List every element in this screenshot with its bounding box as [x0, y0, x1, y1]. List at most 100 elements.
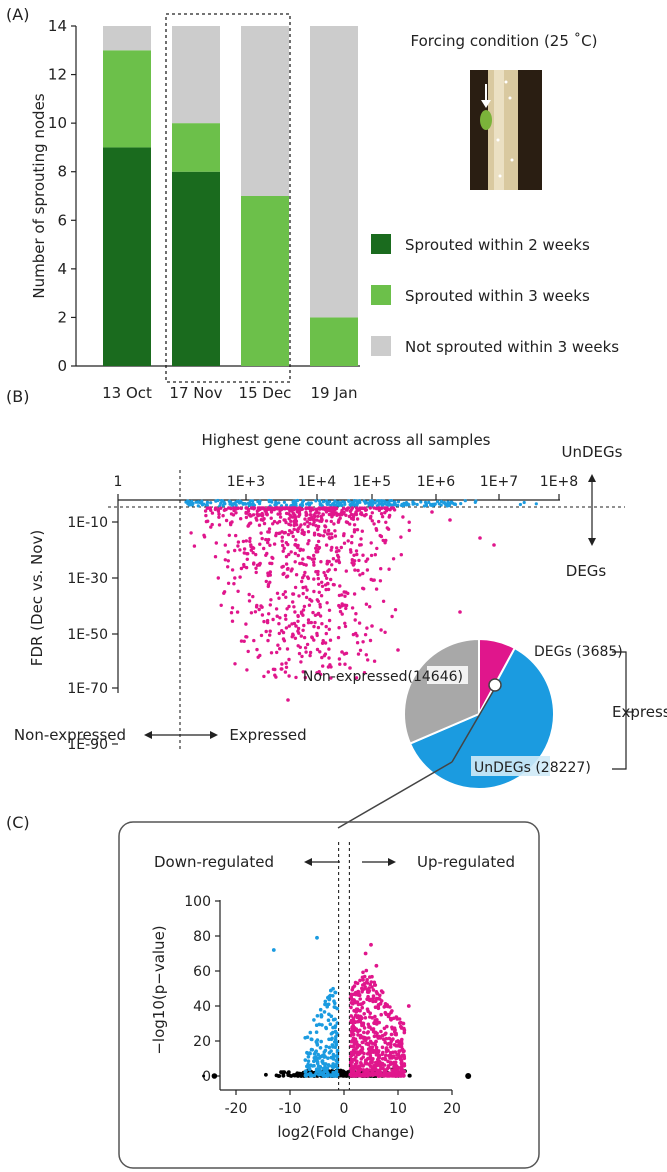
deg-point	[352, 562, 356, 566]
deg-point	[296, 619, 300, 623]
y-tick-label: 8	[57, 163, 67, 181]
deg-point	[229, 611, 234, 615]
up-point	[351, 998, 356, 1002]
up-point	[375, 1031, 379, 1036]
deg-point	[314, 546, 318, 550]
deg-point	[278, 647, 282, 651]
up-point	[402, 1030, 407, 1035]
deg-point	[315, 507, 319, 512]
undeg-point	[234, 503, 238, 507]
down-point	[331, 1062, 336, 1066]
ns-point	[202, 1074, 206, 1078]
up-point	[369, 980, 374, 984]
deg-point	[458, 610, 462, 614]
down-point	[314, 1030, 319, 1034]
down-point	[324, 1044, 329, 1049]
undeg-point	[392, 500, 396, 504]
deg-point	[255, 518, 259, 522]
deg-point	[244, 510, 248, 515]
deg-point	[305, 588, 309, 592]
down-point	[329, 1014, 334, 1018]
deg-point	[352, 553, 356, 557]
undeg-point	[205, 503, 209, 507]
deg-point	[396, 648, 400, 652]
deg-point	[368, 638, 373, 643]
down-point	[315, 1061, 320, 1066]
deg-point	[308, 522, 312, 526]
down-point	[309, 1063, 313, 1067]
deg-point	[278, 616, 282, 620]
deg-point	[247, 599, 252, 603]
deg-point	[246, 552, 250, 556]
deg-point	[291, 633, 295, 637]
up-point	[378, 1036, 383, 1040]
up-point	[370, 985, 374, 989]
ns-point	[211, 1073, 218, 1079]
deg-point	[384, 538, 388, 543]
up-point	[383, 1002, 388, 1006]
deg-point	[312, 589, 316, 594]
down-point	[318, 1046, 323, 1050]
deg-point	[304, 507, 308, 511]
x-tick-label: 10	[389, 1101, 407, 1117]
deg-point	[283, 670, 288, 674]
up-point	[350, 1026, 355, 1030]
undeg-point	[474, 499, 478, 503]
deg-point	[303, 517, 307, 521]
deg-point	[379, 534, 384, 539]
up-point	[374, 1039, 378, 1044]
deg-point	[430, 510, 434, 514]
down-point	[327, 997, 332, 1001]
up-point	[370, 1069, 375, 1074]
down-point	[326, 1056, 330, 1060]
up-point	[394, 1032, 399, 1037]
down-point	[334, 1042, 339, 1047]
deg-point	[364, 602, 369, 606]
deg-point	[295, 510, 299, 514]
panel-c-points	[202, 935, 472, 1079]
deg-point	[355, 528, 360, 532]
deg-point	[217, 515, 221, 519]
deg-point	[323, 652, 328, 656]
down-point	[327, 1012, 331, 1017]
deg-point	[357, 558, 361, 563]
deg-point	[344, 569, 348, 573]
ns-point	[281, 1071, 286, 1076]
deg-point	[326, 507, 330, 512]
down-point	[323, 1066, 328, 1071]
down-regulated-label: Down-regulated	[154, 853, 274, 871]
down-point	[322, 1073, 327, 1078]
deg-point	[255, 647, 259, 652]
ns-point	[339, 1073, 344, 1077]
deg-point	[294, 523, 299, 527]
up-point	[372, 1034, 377, 1039]
deg-point	[267, 612, 271, 616]
up-point	[360, 1021, 365, 1026]
deg-point	[360, 529, 364, 533]
x-tick-label: 1	[114, 474, 123, 490]
down-point	[331, 1074, 335, 1078]
deg-point	[384, 520, 388, 524]
deg-point	[236, 589, 240, 593]
deg-point	[314, 570, 318, 574]
up-point	[364, 968, 369, 973]
bar-13-oct-series-2	[103, 26, 151, 51]
deg-point	[222, 590, 227, 594]
bar-17-nov-series-0	[172, 171, 220, 366]
down-point	[303, 1058, 308, 1062]
deg-point	[339, 545, 343, 550]
deg-point	[358, 648, 363, 652]
deg-point	[271, 667, 276, 671]
deg-point	[257, 607, 261, 612]
deg-point	[353, 568, 357, 572]
deg-point	[294, 624, 298, 628]
deg-point	[366, 658, 370, 662]
undeg-point	[214, 499, 218, 503]
down-point	[304, 1069, 308, 1073]
up-point	[371, 1027, 376, 1031]
deg-point	[293, 585, 298, 590]
up-point	[399, 1065, 404, 1070]
deg-point	[350, 506, 355, 510]
deg-point	[342, 510, 346, 514]
down-point	[331, 1065, 335, 1070]
